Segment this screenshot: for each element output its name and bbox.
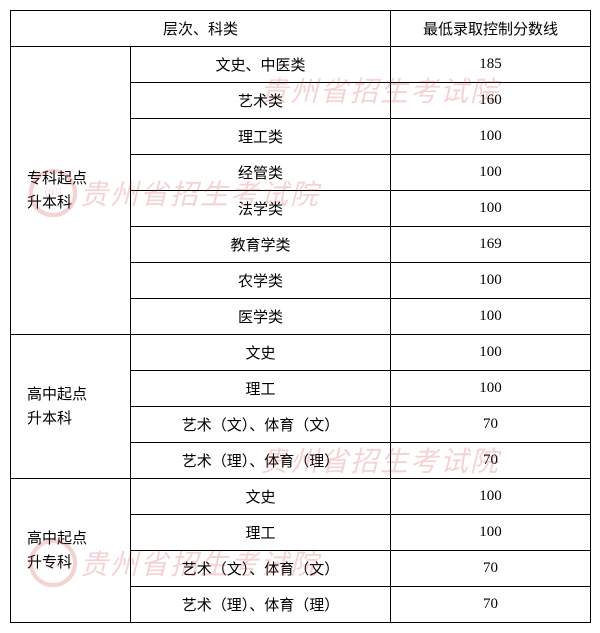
score-table: 层次、科类最低录取控制分数线专科起点升本科文史、中医类185艺术类160理工类1… xyxy=(10,10,591,623)
table-row: 高中起点升专科文史100 xyxy=(11,479,591,515)
score-cell: 100 xyxy=(391,263,591,299)
category-cell: 农学类 xyxy=(131,263,391,299)
score-cell: 169 xyxy=(391,227,591,263)
score-cell: 160 xyxy=(391,83,591,119)
category-cell: 法学类 xyxy=(131,191,391,227)
header-category: 层次、科类 xyxy=(11,11,391,47)
category-cell: 艺术（理）、体育（理） xyxy=(131,443,391,479)
table-body: 层次、科类最低录取控制分数线专科起点升本科文史、中医类185艺术类160理工类1… xyxy=(11,11,591,623)
category-cell: 理工类 xyxy=(131,119,391,155)
table-row: 专科起点升本科文史、中医类185 xyxy=(11,47,591,83)
category-cell: 理工 xyxy=(131,515,391,551)
score-cell: 100 xyxy=(391,515,591,551)
header-score: 最低录取控制分数线 xyxy=(391,11,591,47)
score-cell: 70 xyxy=(391,443,591,479)
category-cell: 艺术（理）、体育（理） xyxy=(131,587,391,623)
header-row: 层次、科类最低录取控制分数线 xyxy=(11,11,591,47)
group-label: 专科起点升本科 xyxy=(11,47,131,335)
score-cell: 185 xyxy=(391,47,591,83)
category-cell: 教育学类 xyxy=(131,227,391,263)
score-cell: 100 xyxy=(391,191,591,227)
group-label: 高中起点升专科 xyxy=(11,479,131,623)
category-cell: 理工 xyxy=(131,371,391,407)
score-cell: 100 xyxy=(391,299,591,335)
group-label: 高中起点升本科 xyxy=(11,335,131,479)
score-cell: 70 xyxy=(391,407,591,443)
category-cell: 文史 xyxy=(131,335,391,371)
category-cell: 艺术（文）、体育（文） xyxy=(131,407,391,443)
category-cell: 经管类 xyxy=(131,155,391,191)
score-cell: 100 xyxy=(391,155,591,191)
score-cell: 100 xyxy=(391,479,591,515)
score-cell: 70 xyxy=(391,551,591,587)
category-cell: 艺术（文）、体育（文） xyxy=(131,551,391,587)
score-cell: 100 xyxy=(391,119,591,155)
score-cell: 100 xyxy=(391,335,591,371)
category-cell: 艺术类 xyxy=(131,83,391,119)
category-cell: 医学类 xyxy=(131,299,391,335)
category-cell: 文史 xyxy=(131,479,391,515)
category-cell: 文史、中医类 xyxy=(131,47,391,83)
table-row: 高中起点升本科文史100 xyxy=(11,335,591,371)
score-cell: 70 xyxy=(391,587,591,623)
score-cell: 100 xyxy=(391,371,591,407)
